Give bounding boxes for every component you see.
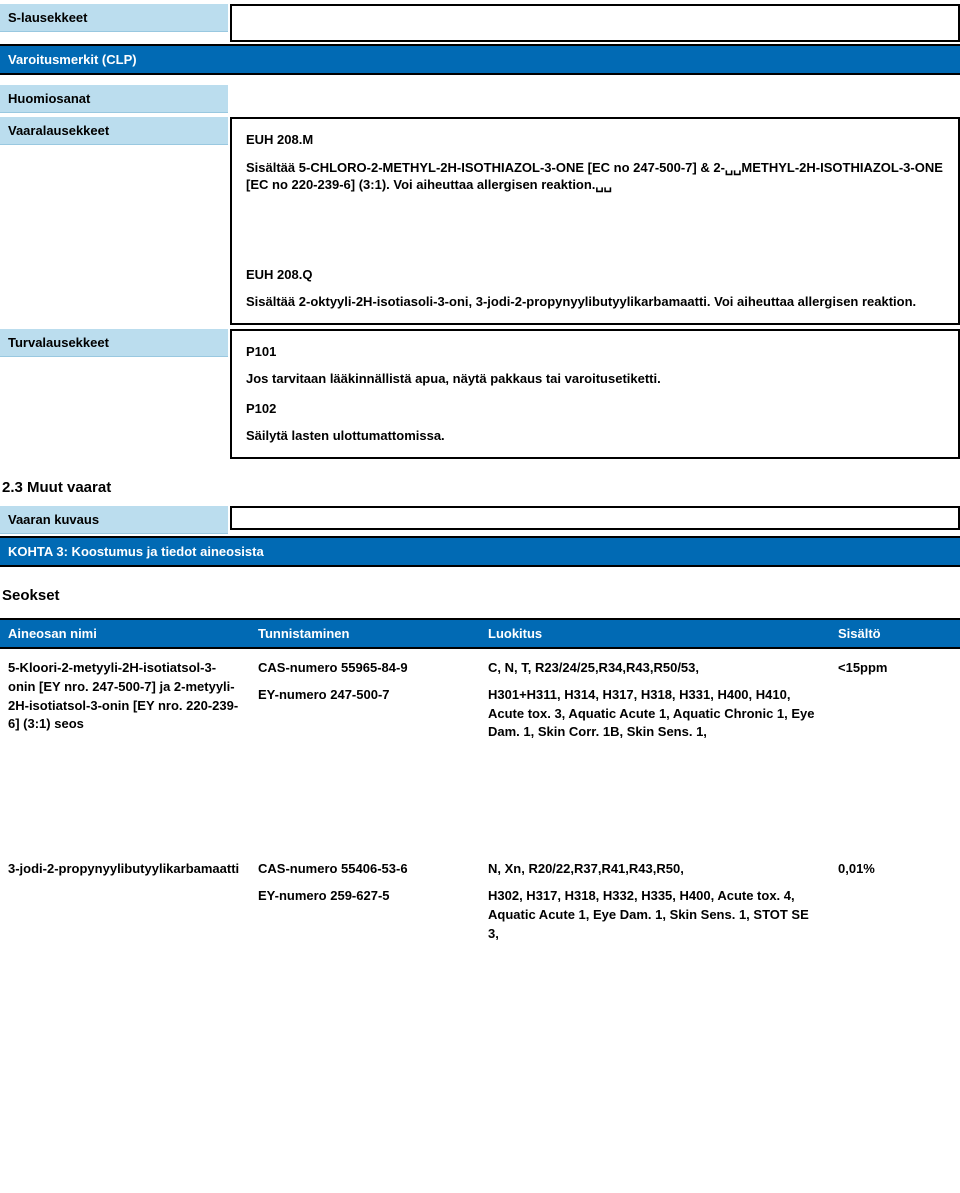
turvalausekkeet-label: Turvalausekkeet bbox=[0, 329, 228, 357]
vaaralausekkeet-label: Vaaralausekkeet bbox=[0, 117, 228, 145]
ing-class2: H301+H311, H314, H317, H318, H331, H400,… bbox=[488, 686, 822, 743]
ing-ident: CAS-numero 55965-84-9 EY-numero 247-500-… bbox=[250, 659, 480, 750]
s-lausekkeet-label: S-lausekkeet bbox=[0, 4, 228, 32]
muut-vaarat-heading: 2.3 Muut vaarat bbox=[0, 473, 960, 502]
ingredient-table-header: Aineosan nimi Tunnistaminen Luokitus Sis… bbox=[0, 618, 960, 649]
col-ident: Tunnistaminen bbox=[250, 620, 480, 647]
s-lausekkeet-box bbox=[230, 4, 960, 42]
kohta3-header: KOHTA 3: Koostumus ja tiedot aineosista bbox=[0, 536, 960, 567]
col-class: Luokitus bbox=[480, 620, 830, 647]
p101-text: Jos tarvitaan lääkinnällistä apua, näytä… bbox=[246, 370, 944, 388]
col-name: Aineosan nimi bbox=[0, 620, 250, 647]
ing-cas: CAS-numero 55406-53-6 bbox=[258, 860, 472, 879]
ing-cas: CAS-numero 55965-84-9 bbox=[258, 659, 472, 678]
huomiosanat-label: Huomiosanat bbox=[0, 85, 228, 113]
euh-m-text: Sisältää 5-CHLORO-2-METHYL-2H-ISOTHIAZOL… bbox=[246, 159, 944, 194]
ing-ey: EY-numero 247-500-7 bbox=[258, 686, 472, 705]
vaaran-kuvaus-box bbox=[230, 506, 960, 530]
ing-amount: <15ppm bbox=[830, 659, 960, 750]
table-row: 3-jodi-2-propynyylibutyylikarbamaatti CA… bbox=[0, 860, 960, 951]
ing-class1: C, N, T, R23/24/25,R34,R43,R50/53, bbox=[488, 659, 822, 678]
euh-q-code: EUH 208.Q bbox=[246, 266, 944, 284]
ing-ident: CAS-numero 55406-53-6 EY-numero 259-627-… bbox=[250, 860, 480, 951]
vaaralausekkeet-box: EUH 208.M Sisältää 5-CHLORO-2-METHYL-2H-… bbox=[230, 117, 960, 325]
euh-q-text: Sisältää 2-oktyyli-2H-isotiasoli-3-oni, … bbox=[246, 293, 944, 311]
p101-code: P101 bbox=[246, 343, 944, 361]
ing-class: N, Xn, R20/22,R37,R41,R43,R50, H302, H31… bbox=[480, 860, 830, 951]
ing-amount: 0,01% bbox=[830, 860, 960, 951]
varoitusmerkit-header: Varoitusmerkit (CLP) bbox=[0, 44, 960, 75]
ing-class1: N, Xn, R20/22,R37,R41,R43,R50, bbox=[488, 860, 822, 879]
p102-text: Säilytä lasten ulottumattomissa. bbox=[246, 427, 944, 445]
vaaran-kuvaus-label: Vaaran kuvaus bbox=[0, 506, 228, 534]
p102-code: P102 bbox=[246, 400, 944, 418]
ing-ey: EY-numero 259-627-5 bbox=[258, 887, 472, 906]
seokset-heading: Seokset bbox=[0, 581, 960, 610]
ing-name: 3-jodi-2-propynyylibutyylikarbamaatti bbox=[0, 860, 250, 951]
table-row: 5-Kloori-2-metyyli-2H-isotiatsol-3-onin … bbox=[0, 659, 960, 750]
ing-class2: H302, H317, H318, H332, H335, H400, Acut… bbox=[488, 887, 822, 944]
ing-name: 5-Kloori-2-metyyli-2H-isotiatsol-3-onin … bbox=[0, 659, 250, 750]
ing-class: C, N, T, R23/24/25,R34,R43,R50/53, H301+… bbox=[480, 659, 830, 750]
col-content: Sisältö bbox=[830, 620, 960, 647]
turvalausekkeet-box: P101 Jos tarvitaan lääkinnällistä apua, … bbox=[230, 329, 960, 459]
euh-m-code: EUH 208.M bbox=[246, 131, 944, 149]
